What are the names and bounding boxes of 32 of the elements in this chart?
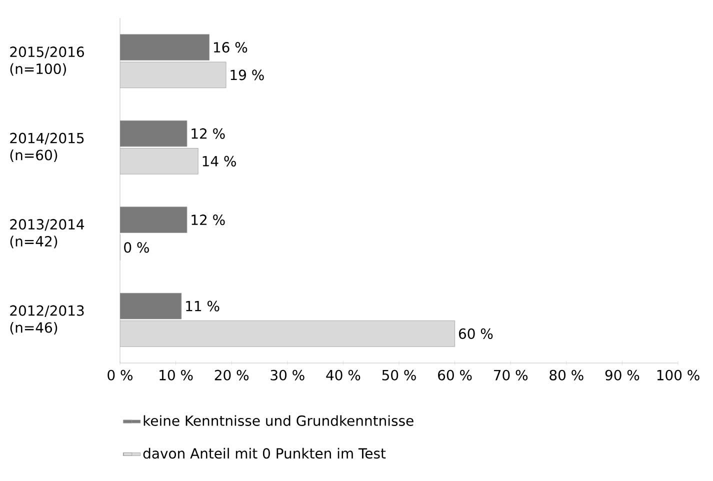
x-tick-label: 60 % [438, 370, 472, 380]
x-tick-label: 30 % [270, 370, 304, 380]
bar [120, 206, 188, 233]
data-label: 16 % [214, 42, 248, 53]
x-tick-label: 70 % [494, 370, 528, 380]
x-tick-label: 10 % [160, 370, 193, 380]
bar [120, 320, 456, 347]
x-tick-label: 90 % [605, 370, 640, 380]
data-label: 12 % [192, 128, 225, 139]
y-tick-label: 2012/2013 (n=46) [10, 305, 84, 334]
x-tick-label: 0 % [108, 370, 132, 380]
data-label: 0 % [124, 242, 149, 253]
data-label: 19 % [230, 70, 264, 80]
data-label: 11 % [186, 300, 220, 312]
legend-label: keine Kenntnisse und Grundkenntnisse [144, 415, 414, 426]
bar [120, 120, 188, 147]
bar [120, 62, 226, 88]
data-label: 14 % [202, 156, 236, 166]
y-tick-label: 2013/2014 (n=42) [10, 219, 84, 248]
x-tick-label: 50 % [382, 370, 416, 380]
x-tick-label: 100 % [657, 370, 700, 380]
legend-label: davon Anteil mit 0 Punkten im Test [143, 448, 386, 459]
data-label: 60 % [458, 328, 493, 339]
bar [120, 34, 210, 60]
bar [120, 148, 198, 174]
data-label: 12 % [192, 214, 225, 226]
x-tick-label: 40 % [326, 370, 360, 380]
bar [120, 292, 182, 320]
x-tick-label: 20 % [214, 370, 249, 380]
x-tick-label: 80 % [550, 370, 584, 380]
y-tick-label: 2015/2016 (n=100) [10, 46, 84, 76]
y-tick-label: 2014/2015 (n=60) [10, 132, 84, 162]
